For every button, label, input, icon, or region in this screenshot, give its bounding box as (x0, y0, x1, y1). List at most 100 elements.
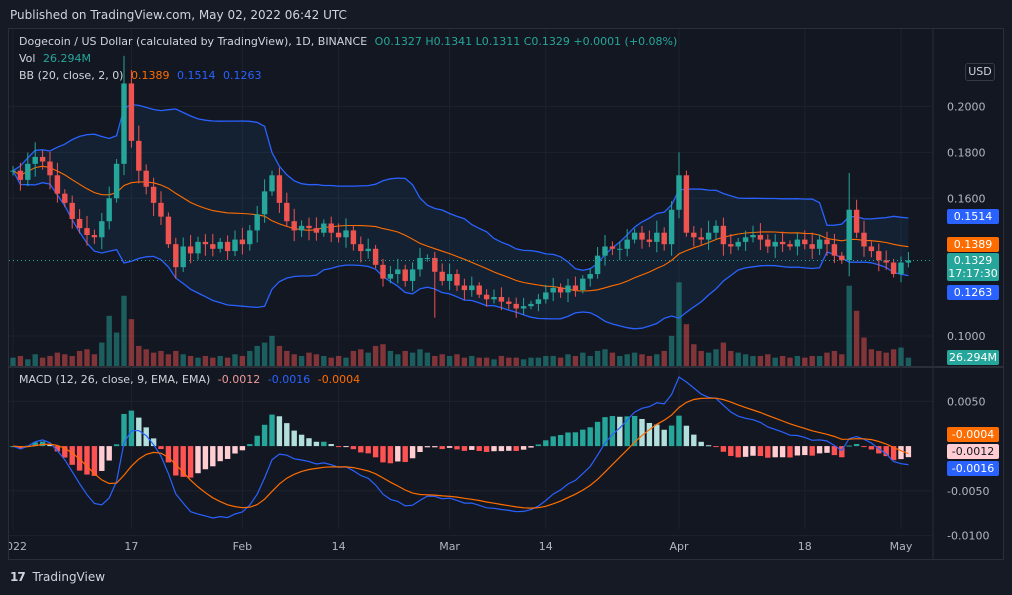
candle-body (143, 170, 149, 187)
volume-bar (121, 295, 127, 366)
volume-bar (654, 354, 660, 366)
macd-histogram-bar (683, 425, 690, 447)
candle-body (890, 262, 897, 275)
candle-body (291, 221, 297, 231)
volume-bar (898, 347, 904, 366)
macd-histogram-bar (513, 446, 519, 451)
bb-band-fill (13, 104, 909, 329)
macd-histogram-bar (668, 425, 675, 447)
candle-body (520, 306, 527, 309)
footer-brand[interactable]: 17 TradingView (10, 570, 105, 584)
candle-body (128, 83, 135, 141)
candle-body (158, 202, 164, 217)
macd-histogram-bar (868, 446, 875, 450)
volume-bar (883, 352, 889, 366)
candle-body (380, 264, 386, 279)
candle-body (32, 156, 38, 164)
volume-bar (350, 350, 357, 366)
candle-body (720, 225, 727, 245)
macd-histogram-bar (202, 446, 209, 470)
macd-histogram-bar (306, 438, 312, 447)
macd-histogram-bar (520, 446, 527, 450)
candle-body (668, 209, 675, 245)
currency-button[interactable]: USD (965, 63, 995, 81)
candle-body (728, 244, 734, 247)
volume-bar (802, 357, 808, 366)
volume-bar (876, 350, 882, 366)
volume-bar (150, 352, 157, 366)
volume-bar (335, 355, 342, 366)
volume-bar (698, 350, 704, 366)
macd-histogram-bar (395, 446, 401, 462)
candle-body (269, 175, 275, 192)
volume-bar (343, 357, 349, 366)
candle-body (898, 262, 904, 275)
candle-body (232, 239, 238, 252)
macd-histogram-bar (380, 446, 386, 463)
candle-body (17, 170, 24, 180)
macd-legend[interactable]: MACD (12, 26, close, 9, EMA, EMA) -0.001… (19, 373, 364, 386)
candle-body (446, 274, 453, 281)
volume-bar (461, 357, 468, 366)
macd-histogram-bar (506, 446, 512, 451)
macd-histogram-bar (713, 446, 719, 448)
x-axis-tick-label: Mar (439, 540, 460, 553)
bb-upper-tag: 0.1514 (947, 209, 999, 224)
volume-bar (683, 324, 690, 366)
price-chart[interactable]: 2022 17 Feb 14 Mar 14 Apr 18 May 0.2000 0.1800 0.16… (9, 29, 1003, 559)
candle-body (809, 244, 815, 249)
candle-body (609, 246, 616, 249)
volume-legend[interactable]: Vol 26.294M (19, 52, 95, 65)
macd-histogram-bar (742, 446, 749, 457)
candle-body (276, 175, 283, 203)
macd-histogram-bar (461, 446, 468, 451)
symbol-legend[interactable]: Dogecoin / US Dollar (calculated by Trad… (19, 35, 681, 48)
volume-bar (173, 350, 179, 366)
candle-body (121, 83, 127, 164)
volume-bar (432, 355, 438, 366)
macd-histogram-bar (254, 435, 260, 447)
macd-hist-tag: -0.0012 (947, 444, 999, 459)
macd-line-tag: -0.0016 (947, 461, 999, 476)
macd-histogram-bar (276, 416, 283, 447)
macd-histogram-bar (898, 446, 904, 460)
macd-histogram-bar (816, 446, 823, 454)
price-axis-tick-label: 0.1800 (947, 146, 986, 159)
volume-bar (617, 355, 623, 366)
macd-histogram-bar (831, 446, 838, 456)
macd-histogram-bar (705, 445, 712, 447)
bb-legend[interactable]: BB (20, close, 2, 0) 0.1389 0.1514 0.126… (19, 69, 265, 82)
price-pane (9, 29, 933, 366)
candle-body (187, 246, 194, 254)
macd-histogram-bar (180, 446, 186, 477)
candle-body (39, 156, 46, 162)
volume-bar (661, 350, 667, 366)
macd-signal-value: -0.0004 (317, 373, 361, 386)
macd-histogram-bar (128, 410, 135, 447)
volume-bar (483, 357, 490, 366)
candle-body (76, 218, 83, 229)
volume-bar (535, 357, 542, 366)
volume-bar (62, 354, 68, 366)
candle-body (439, 271, 445, 281)
last-price: 0.1329 (953, 254, 993, 267)
volume-bar (498, 355, 505, 366)
volume-bar (890, 349, 897, 366)
macd-histogram-bar (565, 432, 571, 447)
macd-histogram-bar (794, 446, 801, 456)
candle-body (261, 191, 268, 215)
volume-bar (668, 335, 675, 366)
volume-bar (380, 344, 386, 366)
candle-body (839, 255, 845, 261)
candle-body (136, 140, 142, 171)
volume-bar (232, 354, 238, 366)
macd-histogram-bar (261, 424, 268, 447)
candle-body (365, 248, 371, 252)
macd-histogram-bar (528, 446, 534, 448)
volume-bar (646, 355, 653, 366)
candle-body (506, 301, 512, 304)
candle-body (335, 232, 342, 238)
candle-body (765, 239, 771, 247)
macd-histogram-bar (217, 446, 223, 462)
chart-frame[interactable]: 2022 17 Feb 14 Mar 14 Apr 18 May 0.2000 0.1800 0.16… (8, 28, 1004, 560)
